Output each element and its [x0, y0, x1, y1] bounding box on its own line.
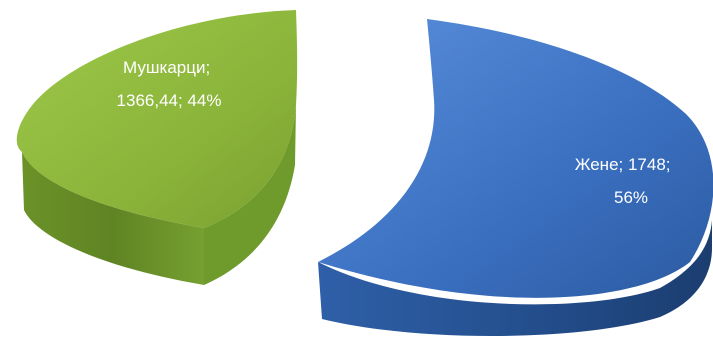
- slice-mushkartsi-label-line2: 1366,44; 44%: [117, 91, 222, 110]
- slice-zhene-top: [318, 19, 713, 298]
- slice-mushkartsi-label-line1: Мушкарци;: [123, 58, 210, 77]
- slice-mushkartsi: Мушкарци; 1366,44; 44%: [16, 10, 298, 285]
- slice-zhene-side: [318, 220, 712, 337]
- slice-mushkartsi-side: [22, 152, 204, 285]
- slice-mushkartsi-top: [16, 10, 298, 228]
- slice-zhene-label-line2: 56%: [614, 188, 648, 207]
- slice-zhene-label-line1: Жене; 1748;: [575, 155, 671, 174]
- slice-zhene: Жене; 1748; 56%: [318, 19, 713, 337]
- slice-mushkartsi-label: Мушкарци; 1366,44; 44%: [117, 58, 222, 110]
- slice-zhene-label: Жене; 1748; 56%: [575, 155, 676, 207]
- slice-mushkartsi-front: [204, 105, 296, 285]
